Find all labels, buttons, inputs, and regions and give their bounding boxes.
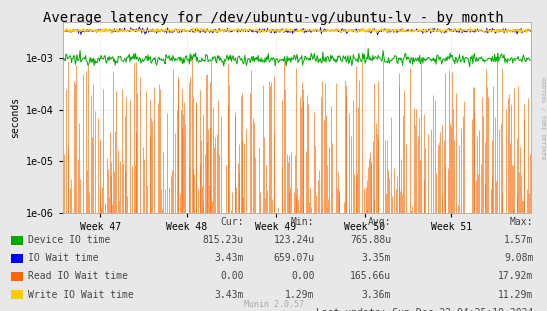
Text: 165.66u: 165.66u [350, 272, 391, 281]
Text: 0.00: 0.00 [220, 272, 243, 281]
Text: Last update: Sun Dec 22 04:25:18 2024: Last update: Sun Dec 22 04:25:18 2024 [316, 308, 533, 311]
Text: 1.57m: 1.57m [504, 235, 533, 245]
Text: 17.92m: 17.92m [498, 272, 533, 281]
Text: 3.43m: 3.43m [214, 290, 243, 299]
Text: 9.08m: 9.08m [504, 253, 533, 263]
Text: IO Wait time: IO Wait time [28, 253, 99, 263]
Text: 3.35m: 3.35m [362, 253, 391, 263]
Y-axis label: seconds: seconds [10, 97, 20, 138]
Text: 1.29m: 1.29m [285, 290, 315, 299]
Text: 3.43m: 3.43m [214, 253, 243, 263]
Text: 3.36m: 3.36m [362, 290, 391, 299]
Text: 815.23u: 815.23u [202, 235, 243, 245]
Text: Max:: Max: [510, 217, 533, 227]
Text: 659.07u: 659.07u [274, 253, 315, 263]
Text: Average latency for /dev/ubuntu-vg/ubuntu-lv - by month: Average latency for /dev/ubuntu-vg/ubunt… [43, 11, 504, 25]
Text: Munin 2.0.57: Munin 2.0.57 [243, 300, 304, 309]
Text: Device IO time: Device IO time [28, 235, 110, 245]
Text: Cur:: Cur: [220, 217, 243, 227]
Text: Write IO Wait time: Write IO Wait time [28, 290, 134, 299]
Text: 123.24u: 123.24u [274, 235, 315, 245]
Text: Min:: Min: [291, 217, 315, 227]
Text: Avg:: Avg: [368, 217, 391, 227]
Text: RRDTOOL / TOBI OETIKER: RRDTOOL / TOBI OETIKER [541, 77, 546, 160]
Text: 11.29m: 11.29m [498, 290, 533, 299]
Text: 0.00: 0.00 [291, 272, 315, 281]
Text: Read IO Wait time: Read IO Wait time [28, 272, 129, 281]
Text: 765.88u: 765.88u [350, 235, 391, 245]
